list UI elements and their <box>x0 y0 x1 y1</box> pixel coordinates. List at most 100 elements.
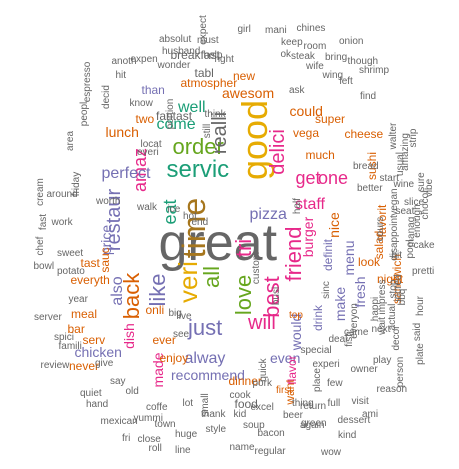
cloud-word: end <box>191 217 209 228</box>
cloud-word: see <box>173 329 190 340</box>
cloud-word: veri <box>172 261 203 303</box>
cloud-word: year <box>68 294 88 305</box>
cloud-word: fast <box>38 213 50 231</box>
cloud-word: expect <box>198 15 210 45</box>
cloud-word: could <box>289 103 323 119</box>
cloud-word: chines <box>296 23 326 34</box>
cloud-word: better <box>357 183 383 194</box>
cloud-word: perfect <box>101 165 151 182</box>
cloud-word: kid <box>233 409 247 420</box>
cloud-word: well <box>178 99 206 116</box>
cloud-word: all <box>199 265 225 289</box>
cloud-word: soup <box>243 420 265 431</box>
cloud-word: tast <box>80 256 100 270</box>
cloud-word: usual <box>394 152 406 176</box>
cloud-word: server <box>34 312 62 323</box>
cloud-word: definit <box>321 238 336 272</box>
cloud-word: hit <box>115 70 127 81</box>
cloud-word: onli <box>145 303 165 317</box>
cloud-word: mani <box>265 25 287 36</box>
cloud-word: lot <box>182 398 194 409</box>
cloud-word: seat <box>395 206 415 217</box>
cloud-word: dish <box>120 323 137 349</box>
cloud-word: locat <box>140 139 162 150</box>
cloud-word: happi <box>370 296 382 322</box>
cloud-word: vegan <box>389 188 401 216</box>
cloud-word: onion <box>339 36 364 47</box>
cloud-word: find <box>360 91 377 102</box>
cloud-word: super <box>315 112 346 126</box>
cloud-word: custom <box>251 251 263 285</box>
cloud-word: play <box>373 355 392 366</box>
cloud-word: great <box>158 214 278 272</box>
cloud-word: cook <box>229 390 251 401</box>
cloud-word: bar <box>67 322 85 336</box>
cloud-word: around <box>46 189 78 200</box>
cloud-word: think <box>204 109 226 120</box>
cloud-word: pretti <box>412 266 435 277</box>
cloud-word: everyth <box>70 273 110 287</box>
cloud-word: reason <box>376 384 408 395</box>
cloud-word: thing <box>292 398 314 409</box>
cloud-word: decid <box>100 85 112 109</box>
cloud-word: big <box>168 308 182 319</box>
cloud-word: make <box>332 286 349 322</box>
cloud-word: recommend <box>171 367 245 383</box>
cloud-word: spici <box>54 332 75 343</box>
cloud-word: husband <box>162 46 201 57</box>
cloud-word: ask <box>289 85 305 96</box>
cloud-word: burger <box>300 216 317 258</box>
cloud-word: menu <box>341 240 358 276</box>
cloud-word: awesom <box>222 85 275 101</box>
cloud-word: never <box>69 359 100 373</box>
cloud-word: peopl <box>79 101 91 127</box>
cloud-word: first <box>276 385 293 396</box>
cloud-word: ok <box>280 49 292 60</box>
cloud-word: said <box>412 322 424 342</box>
cloud-word: experi <box>312 359 340 370</box>
cloud-word: steak <box>291 51 315 62</box>
cloud-word: quiet <box>80 388 102 399</box>
cloud-word: know <box>129 98 153 109</box>
cloud-word: sinc <box>320 281 332 299</box>
cloud-word: mexican <box>100 416 138 427</box>
cloud-word: everi <box>137 147 159 158</box>
cloud-word: hand <box>86 399 109 410</box>
cloud-word: tabl <box>194 66 214 80</box>
cloud-word: room <box>303 41 327 52</box>
cloud-word: owner <box>350 364 378 375</box>
cloud-word: nice <box>325 212 342 238</box>
cloud-word: pork <box>252 378 272 389</box>
cloud-word: wine <box>393 179 415 190</box>
cloud-word: chef <box>34 236 46 256</box>
cloud-word: start <box>379 173 399 184</box>
cloud-word: hour <box>415 295 427 317</box>
cloud-word: one <box>318 168 349 188</box>
cloud-word: left <box>339 76 353 87</box>
cloud-word: expen <box>130 54 158 65</box>
cloud-word: regular <box>254 446 286 457</box>
cloud-word: close <box>137 434 161 445</box>
cloud-word: say <box>110 376 126 387</box>
cloud-word: few <box>327 378 343 389</box>
cloud-word: meal <box>71 307 98 321</box>
cloud-word: fantast <box>156 109 193 123</box>
cloud-word: came <box>344 327 369 338</box>
cloud-word: like <box>145 273 171 307</box>
cloud-word: portion <box>164 98 176 130</box>
cloud-word: come <box>156 116 196 133</box>
cloud-word: roll <box>148 443 162 454</box>
cloud-word: area <box>65 130 77 152</box>
cloud-word: walter <box>387 122 399 150</box>
cloud-word: walk <box>137 202 158 213</box>
cloud-word: visit <box>351 396 369 407</box>
cloud-word: though <box>347 56 379 67</box>
cloud-word: lunch <box>105 124 139 140</box>
cloud-word: also <box>109 276 127 306</box>
cloud-word: flavor <box>285 355 300 385</box>
cloud-word: return <box>300 401 327 412</box>
cloud-word: drink <box>311 304 326 332</box>
cloud-word: vega <box>293 126 320 140</box>
cloud-word: sweet <box>57 248 84 259</box>
cloud-word: bacon <box>257 428 285 439</box>
